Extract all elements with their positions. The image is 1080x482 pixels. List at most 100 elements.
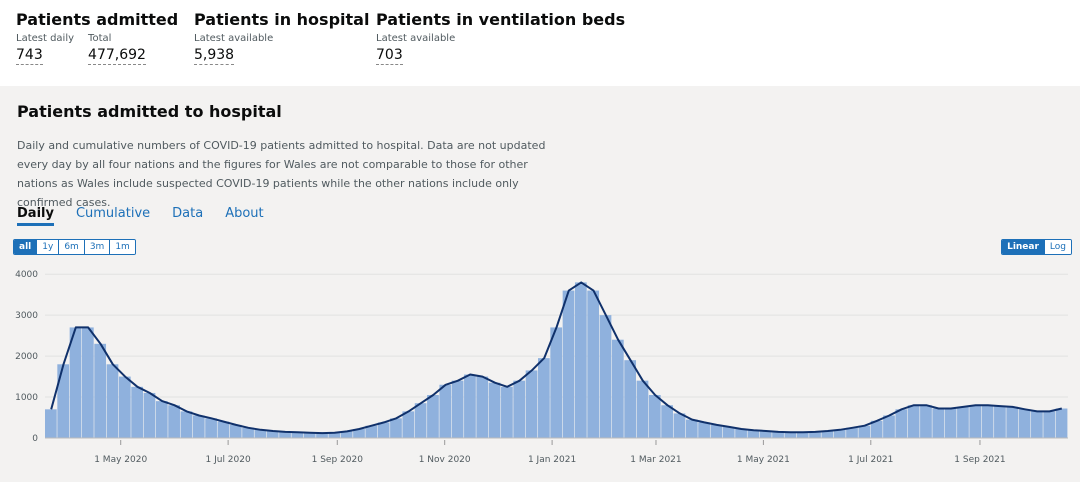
metric-value[interactable]: 703 (376, 47, 403, 65)
tab[interactable]: Data (172, 206, 204, 221)
bar (648, 395, 661, 438)
bar (981, 405, 994, 438)
bar (131, 386, 144, 438)
bar (439, 384, 452, 438)
x-tick-label: 1 Sep 2021 (954, 455, 1005, 465)
bar (784, 432, 797, 438)
bar (858, 425, 871, 438)
bar (69, 327, 82, 438)
bar (932, 408, 945, 438)
scale-button[interactable]: Linear (1002, 240, 1044, 254)
bar (772, 431, 784, 438)
card-description: Daily and cumulative numbers of COVID-19… (17, 139, 546, 209)
bar (685, 419, 698, 438)
bar (538, 358, 550, 438)
bar (427, 395, 439, 438)
bar (205, 418, 217, 438)
bar (464, 374, 476, 438)
headline: Patients in hospital Latest available 5,9… (194, 10, 369, 65)
card-title: Patients admitted to hospital (17, 102, 282, 121)
bar (1043, 411, 1056, 438)
x-tick-label: 1 May 2020 (94, 455, 147, 465)
bar (365, 425, 378, 438)
metric-value[interactable]: 477,692 (88, 47, 146, 65)
y-tick-label: 3000 (15, 311, 38, 321)
bar (451, 380, 464, 438)
x-tick-label: 1 Jul 2020 (206, 455, 251, 465)
x-tick-label: 1 Nov 2020 (419, 455, 471, 465)
range-button[interactable]: 3m (83, 240, 110, 254)
bar (1018, 409, 1031, 438)
bar (106, 364, 119, 438)
bar (796, 432, 809, 438)
bar (94, 343, 107, 438)
chart: 0 1000 2000 3000 4000 1 May 2020 1 Jul 2020 1 S… (15, 270, 1068, 465)
metric-label: Latest available (194, 33, 274, 44)
bar (414, 403, 427, 438)
bar (266, 431, 279, 438)
tab[interactable]: Daily (17, 206, 54, 226)
range-button[interactable]: 1m (109, 240, 135, 254)
tab[interactable]: Cumulative (75, 206, 151, 221)
metric-label: Latest daily (16, 33, 75, 44)
bar (969, 405, 982, 438)
bar (636, 380, 649, 438)
bar (574, 282, 587, 438)
bar (242, 427, 254, 438)
bar (390, 418, 402, 438)
bar (180, 411, 193, 438)
bar (698, 422, 710, 438)
tab[interactable]: About (225, 206, 264, 221)
headline: Patients in ventilation beds Latest avai… (376, 10, 625, 65)
range-button[interactable]: all (14, 240, 37, 254)
metric-value[interactable]: 5,938 (194, 47, 235, 65)
bar (809, 431, 821, 438)
range-button[interactable]: 6m (58, 240, 84, 254)
bar (254, 429, 267, 438)
headline: Patients admitted Latest daily 743 Total 4… (16, 10, 178, 65)
average-line (50, 281, 1063, 435)
bar (846, 427, 858, 438)
bar (488, 382, 501, 438)
bar (353, 428, 365, 438)
bar (587, 290, 600, 438)
bar (562, 290, 575, 438)
scale-button[interactable]: Log (1043, 240, 1071, 254)
bar (45, 409, 57, 438)
headline-title: Patients admitted (16, 10, 179, 29)
bar (957, 406, 969, 438)
bar (217, 421, 230, 438)
bar (279, 431, 291, 438)
x-tick-label: 1 Mar 2021 (630, 455, 681, 465)
x-tick-label: 1 Jul 2021 (848, 455, 893, 465)
bar (673, 413, 686, 438)
bar (944, 408, 957, 438)
metric-label: Latest available (376, 33, 456, 44)
bar (759, 431, 772, 438)
metric-value[interactable]: 743 (16, 47, 43, 65)
metric-label: Total (88, 33, 112, 44)
bar (611, 339, 624, 438)
metric: Total 477,692 (88, 33, 146, 65)
bar (143, 392, 156, 438)
bar (328, 432, 341, 438)
y-tick-label: 4000 (15, 270, 38, 280)
range-buttons: all 1y 6m 3m 1m (13, 239, 136, 255)
bar (81, 327, 94, 438)
metric: Latest available 703 (376, 33, 455, 65)
bar (870, 420, 883, 438)
x-tick-label: 1 May 2021 (737, 455, 790, 465)
bar (821, 431, 834, 438)
bar (57, 364, 70, 438)
y-tick-label: 2000 (15, 352, 38, 362)
bar (907, 405, 920, 438)
range-button[interactable]: 1y (36, 240, 59, 254)
bar (168, 405, 180, 438)
bar (599, 315, 612, 438)
bar (501, 386, 513, 438)
headline-title: Patients in ventilation beds (376, 10, 626, 29)
bar (402, 411, 415, 438)
bar (1031, 411, 1043, 438)
bar (1006, 406, 1019, 438)
